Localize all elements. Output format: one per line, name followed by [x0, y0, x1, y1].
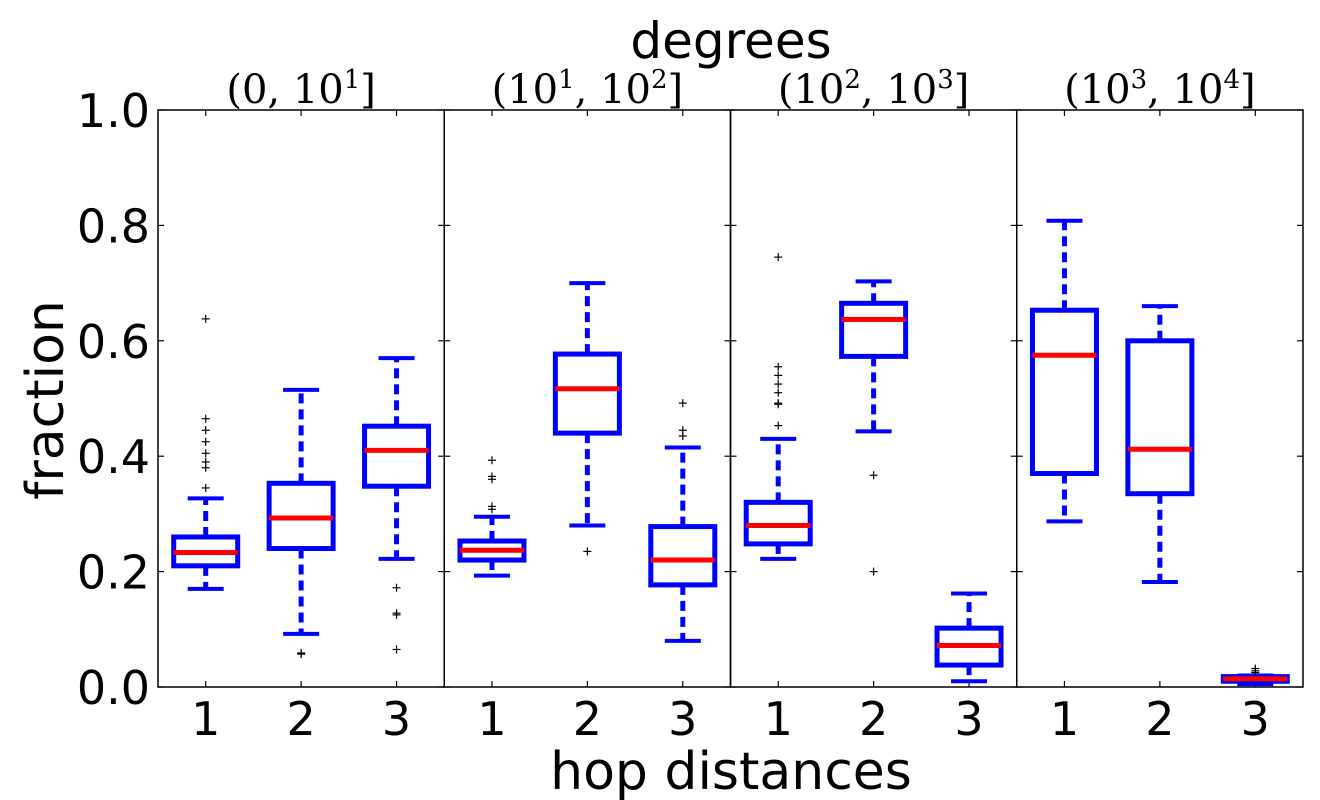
box: 3 — [1220, 110, 1290, 746]
y-tick-label: 0.8 — [77, 199, 150, 253]
box-body — [839, 300, 909, 359]
outlier-marker — [201, 449, 210, 458]
outlier-marker — [487, 456, 496, 465]
outlier-marker — [487, 502, 496, 511]
outlier-marker — [201, 426, 210, 435]
box: 2 — [552, 110, 622, 746]
x-tick-label: 1 — [477, 692, 506, 746]
x-tick-label: 2 — [859, 692, 888, 746]
box: 1 — [171, 110, 241, 746]
outlier-marker — [201, 483, 210, 492]
x-axis-label: hop distances — [550, 742, 912, 800]
panel-label: (0, 101] — [226, 65, 376, 113]
box: 1 — [1029, 110, 1099, 746]
panel: (0, 101] 1 2 3 — [157, 65, 445, 746]
box: 2 — [1125, 110, 1195, 746]
panel-label: (101, 102] — [492, 65, 684, 113]
box: 3 — [362, 110, 432, 746]
box: 2 — [839, 110, 909, 746]
outlier-marker — [201, 314, 210, 323]
box: 2 — [266, 110, 336, 746]
outlier-marker — [774, 421, 783, 430]
outlier-marker — [487, 472, 496, 481]
outlier-marker — [774, 253, 783, 262]
outlier-marker — [201, 414, 210, 423]
y-tick-label: 0.4 — [77, 430, 150, 484]
x-tick-label: 3 — [1241, 692, 1270, 746]
y-axis-label: fraction — [16, 300, 76, 500]
outlier-marker — [1251, 664, 1260, 673]
panel-frame — [729, 109, 1018, 688]
box-body — [1125, 338, 1195, 497]
outlier-marker — [869, 567, 878, 576]
box: 3 — [934, 110, 1004, 746]
box: 3 — [648, 110, 718, 746]
x-tick-label: 1 — [1050, 692, 1079, 746]
panel: (101, 102] 1 2 3 — [443, 65, 732, 746]
y-axis-ticks: 0.0 0.2 0.4 0.6 0.8 1.0 — [77, 84, 150, 715]
box: 1 — [743, 110, 813, 746]
outlier-marker — [774, 399, 783, 408]
outlier-marker — [678, 426, 687, 435]
y-tick-label: 1.0 — [77, 84, 150, 138]
x-tick-label: 1 — [764, 692, 793, 746]
box-body — [552, 351, 622, 436]
outlier-marker — [774, 388, 783, 397]
y-tick-label: 0.6 — [77, 315, 150, 369]
panel: (103, 104] 1 2 3 — [1016, 65, 1304, 746]
panel-label: (102, 103] — [778, 65, 970, 113]
x-tick-label: 2 — [573, 692, 602, 746]
box-body — [648, 524, 718, 588]
outlier-marker — [392, 645, 401, 654]
outlier-marker — [583, 547, 592, 556]
box-body — [1029, 307, 1099, 477]
outlier-marker — [774, 362, 783, 371]
outlier-marker — [392, 609, 401, 618]
x-tick-label: 1 — [191, 692, 220, 746]
outlier-marker — [678, 399, 687, 408]
x-tick-label: 2 — [1145, 692, 1174, 746]
chart-title: degrees — [630, 12, 831, 70]
x-tick-label: 2 — [286, 692, 315, 746]
outlier-marker — [297, 648, 306, 657]
outlier-marker — [774, 380, 783, 389]
outlier-marker — [201, 457, 210, 466]
x-tick-label: 3 — [382, 692, 411, 746]
x-tick-label: 3 — [954, 692, 983, 746]
panels: (0, 101]1 2 3(101, 102]1 2 3(102, 103]1 2 3(10… — [157, 65, 1304, 746]
box: 1 — [457, 110, 527, 746]
outlier-marker — [201, 437, 210, 446]
y-tick-label: 0.2 — [77, 546, 150, 600]
panel-label: (103, 104] — [1064, 65, 1256, 113]
x-tick-label: 3 — [668, 692, 697, 746]
outlier-marker — [869, 471, 878, 480]
outlier-marker — [392, 583, 401, 592]
y-tick-label: 0.0 — [77, 661, 150, 715]
box-body — [362, 423, 432, 489]
panel: (102, 103] 1 2 3 — [729, 65, 1018, 746]
outlier-marker — [774, 371, 783, 380]
